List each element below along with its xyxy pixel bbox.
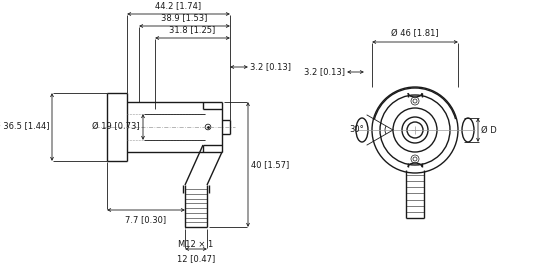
Text: Ø 46 [1.81]: Ø 46 [1.81]	[391, 29, 439, 38]
Text: Ø 36.5 [1.44]: Ø 36.5 [1.44]	[0, 123, 49, 132]
Text: 30°: 30°	[349, 126, 364, 135]
Text: M12 × 1: M12 × 1	[178, 240, 214, 249]
Text: 38.9 [1.53]: 38.9 [1.53]	[162, 13, 208, 22]
Text: 7.7 [0.30]: 7.7 [0.30]	[125, 215, 167, 224]
Text: 3.2 [0.13]: 3.2 [0.13]	[304, 67, 345, 76]
Text: 31.8 [1.25]: 31.8 [1.25]	[169, 25, 216, 34]
Text: 3.2 [0.13]: 3.2 [0.13]	[250, 63, 291, 72]
Text: 40 [1.57]: 40 [1.57]	[251, 160, 289, 169]
Text: Ø D: Ø D	[481, 126, 497, 135]
Text: Ø 19 [0.73]: Ø 19 [0.73]	[92, 123, 140, 132]
Text: 12 [0.47]: 12 [0.47]	[177, 254, 215, 263]
Text: 44.2 [1.74]: 44.2 [1.74]	[155, 1, 202, 10]
